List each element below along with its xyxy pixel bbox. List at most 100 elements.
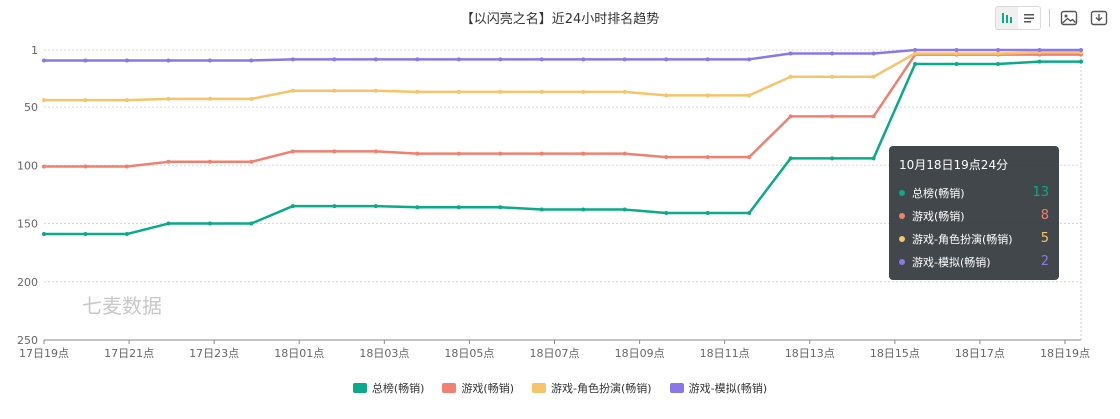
legend-item[interactable]: 游戏-角色扮演(畅销)	[532, 380, 652, 396]
tooltip-title: 10月18日19点24分	[899, 158, 1009, 172]
y-tick-label: 150	[17, 218, 38, 231]
legend-swatch	[352, 383, 367, 393]
data-point	[788, 74, 793, 79]
image-download-icon[interactable]	[1058, 7, 1080, 29]
x-tick-label: 18日09点	[615, 347, 665, 360]
data-point	[581, 57, 586, 62]
data-point	[747, 93, 752, 98]
download-icon[interactable]	[1088, 7, 1110, 29]
data-point	[581, 89, 586, 94]
data-point	[290, 57, 295, 62]
data-point	[124, 232, 129, 237]
data-point	[290, 149, 295, 154]
legend-label: 游戏-模拟(畅销)	[688, 382, 768, 395]
x-tick-label: 18日17点	[955, 347, 1005, 360]
data-point	[415, 57, 420, 62]
data-point	[332, 149, 337, 154]
x-tick-label: 18日01点	[274, 347, 324, 360]
data-point	[539, 207, 544, 212]
y-tick-label: 50	[24, 101, 38, 114]
legend-label: 游戏-角色扮演(畅销)	[551, 382, 652, 395]
data-point	[705, 57, 710, 62]
data-point	[996, 51, 1001, 56]
data-point	[996, 48, 1001, 52]
legend: 总榜(畅销) 游戏(畅销) 游戏-角色扮演(畅销) 游戏-模拟(畅销)	[0, 380, 1120, 396]
x-tick-label: 18日19点	[1040, 347, 1090, 360]
x-tick-label: 18日05点	[444, 347, 494, 360]
data-point	[830, 114, 835, 119]
data-point	[249, 96, 254, 101]
data-point	[664, 93, 669, 98]
x-tick-label: 17日23点	[189, 347, 239, 360]
data-point	[705, 211, 710, 216]
data-point	[1037, 59, 1042, 64]
chart-title: 【以闪亮之名】近24小时排名趋势	[460, 12, 660, 27]
data-point	[996, 61, 1001, 66]
data-point	[705, 155, 710, 160]
data-point	[954, 48, 959, 52]
data-point	[207, 96, 212, 101]
data-point	[664, 57, 669, 62]
data-point	[166, 96, 171, 101]
data-point	[788, 114, 793, 119]
data-point	[124, 58, 129, 63]
tooltip-dot	[899, 235, 905, 242]
tooltip-row: 游戏(畅销) 8	[899, 204, 1049, 227]
data-point	[456, 89, 461, 94]
data-point	[747, 155, 752, 160]
data-point	[581, 207, 586, 212]
tooltip-series-name: 游戏(畅销)	[912, 209, 965, 223]
data-point	[373, 88, 378, 93]
data-point	[290, 88, 295, 93]
x-tick-label: 18日07点	[530, 347, 580, 360]
data-point	[332, 204, 337, 209]
data-point	[166, 58, 171, 63]
data-point	[456, 57, 461, 62]
data-point	[249, 221, 254, 226]
tooltip-series-name: 游戏-模拟(畅销)	[912, 255, 991, 269]
data-point	[913, 51, 918, 56]
data-point	[954, 51, 959, 56]
tooltip-row: 总榜(畅销) 13	[899, 181, 1049, 204]
data-point	[207, 58, 212, 63]
legend-item[interactable]: 总榜(畅销)	[352, 380, 424, 396]
data-point	[622, 89, 627, 94]
list-icon[interactable]	[1018, 7, 1040, 29]
data-point	[498, 89, 503, 94]
legend-item[interactable]: 游戏(畅销)	[442, 380, 514, 396]
toolbar-divider	[1049, 9, 1050, 27]
legend-item[interactable]: 游戏-模拟(畅销)	[669, 380, 768, 396]
data-point	[871, 156, 876, 161]
tooltip-dot	[899, 258, 905, 265]
y-tick-label: 250	[17, 334, 38, 347]
legend-swatch	[669, 383, 684, 393]
x-tick-label: 18日15点	[870, 347, 920, 360]
bar-chart-icon[interactable]	[996, 7, 1018, 29]
data-point	[415, 89, 420, 94]
data-point	[124, 164, 129, 169]
data-point	[622, 151, 627, 156]
data-point	[83, 232, 88, 237]
tooltip-row: 游戏-模拟(畅销) 2	[899, 250, 1049, 273]
data-point	[332, 57, 337, 62]
tooltip-series-value: 2	[1040, 254, 1049, 269]
tooltip-row: 游戏-角色扮演(畅销) 5	[899, 227, 1049, 250]
tooltip-series-value: 8	[1040, 208, 1049, 223]
data-point	[42, 58, 46, 63]
data-point	[498, 57, 503, 62]
data-point	[664, 211, 669, 216]
data-point	[871, 51, 876, 56]
data-point	[622, 207, 627, 212]
data-point	[83, 98, 88, 103]
data-point	[788, 51, 793, 56]
tooltip-dot	[899, 189, 905, 196]
tooltip: 10月18日19点24分 总榜(畅销) 13 游戏(畅销) 8 游戏-角色扮演(畅销) 5…	[889, 146, 1059, 280]
data-point	[207, 221, 212, 226]
x-tick-label: 18日13点	[785, 347, 835, 360]
data-point	[581, 151, 586, 156]
data-point	[954, 61, 959, 66]
x-tick-label: 18日11点	[700, 347, 750, 360]
view-toggle	[995, 6, 1041, 30]
data-point	[830, 74, 835, 79]
data-point	[788, 156, 793, 161]
